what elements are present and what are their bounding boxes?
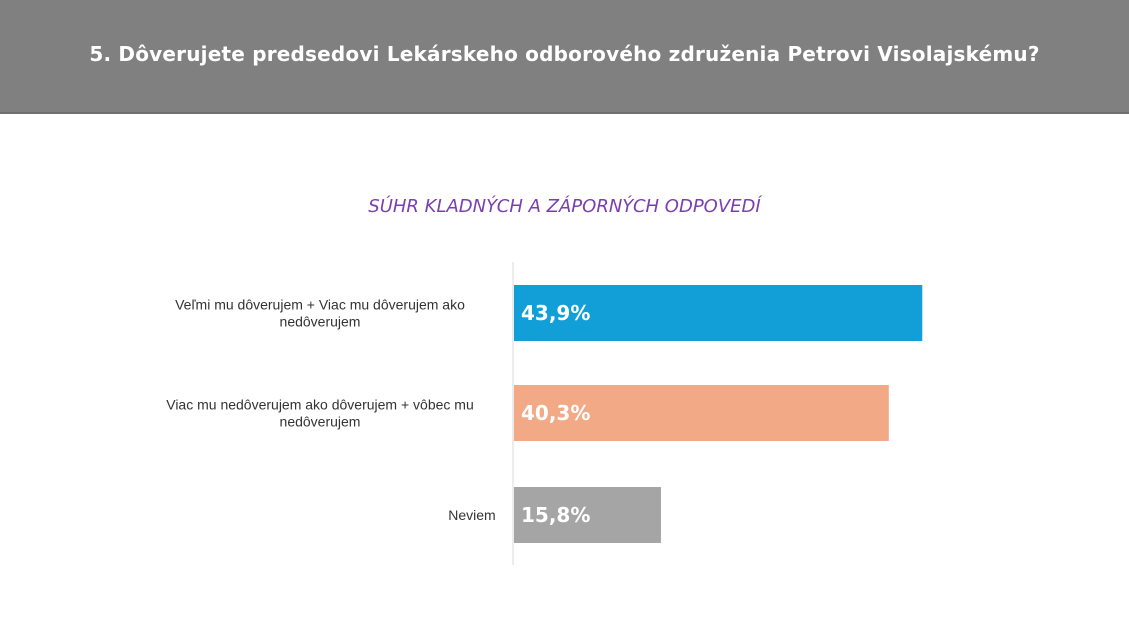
bar-1 <box>514 285 923 341</box>
category-label-line: nedôverujem <box>280 314 361 330</box>
bar-3 <box>514 487 661 543</box>
category-label-1: Veľmi mu dôverujem + Viac mu dôverujem a… <box>175 297 465 330</box>
value-label-3: 15,8% <box>521 503 590 527</box>
category-label-line: Neviem <box>448 507 495 523</box>
question-title: 5. Dôverujete predsedovi Lekárskeho odbo… <box>89 42 1040 66</box>
value-label-2: 40,3% <box>521 401 590 425</box>
category-label-line: Veľmi mu dôverujem + Viac mu dôverujem a… <box>175 297 465 313</box>
value-label-1: 43,9% <box>521 301 590 325</box>
category-label-3: Neviem <box>448 507 495 523</box>
chart-title: SÚHR KLADNÝCH A ZÁPORNÝCH ODPOVEDÍ <box>368 196 761 217</box>
category-label-2: Viac mu nedôverujem ako dôverujem + vôbe… <box>166 397 474 430</box>
bar-2 <box>514 385 889 441</box>
question-header: 5. Dôverujete predsedovi Lekárskeho odbo… <box>0 0 1129 114</box>
category-label-line: Viac mu nedôverujem ako dôverujem + vôbe… <box>166 397 474 413</box>
category-label-line: nedôverujem <box>280 414 361 430</box>
